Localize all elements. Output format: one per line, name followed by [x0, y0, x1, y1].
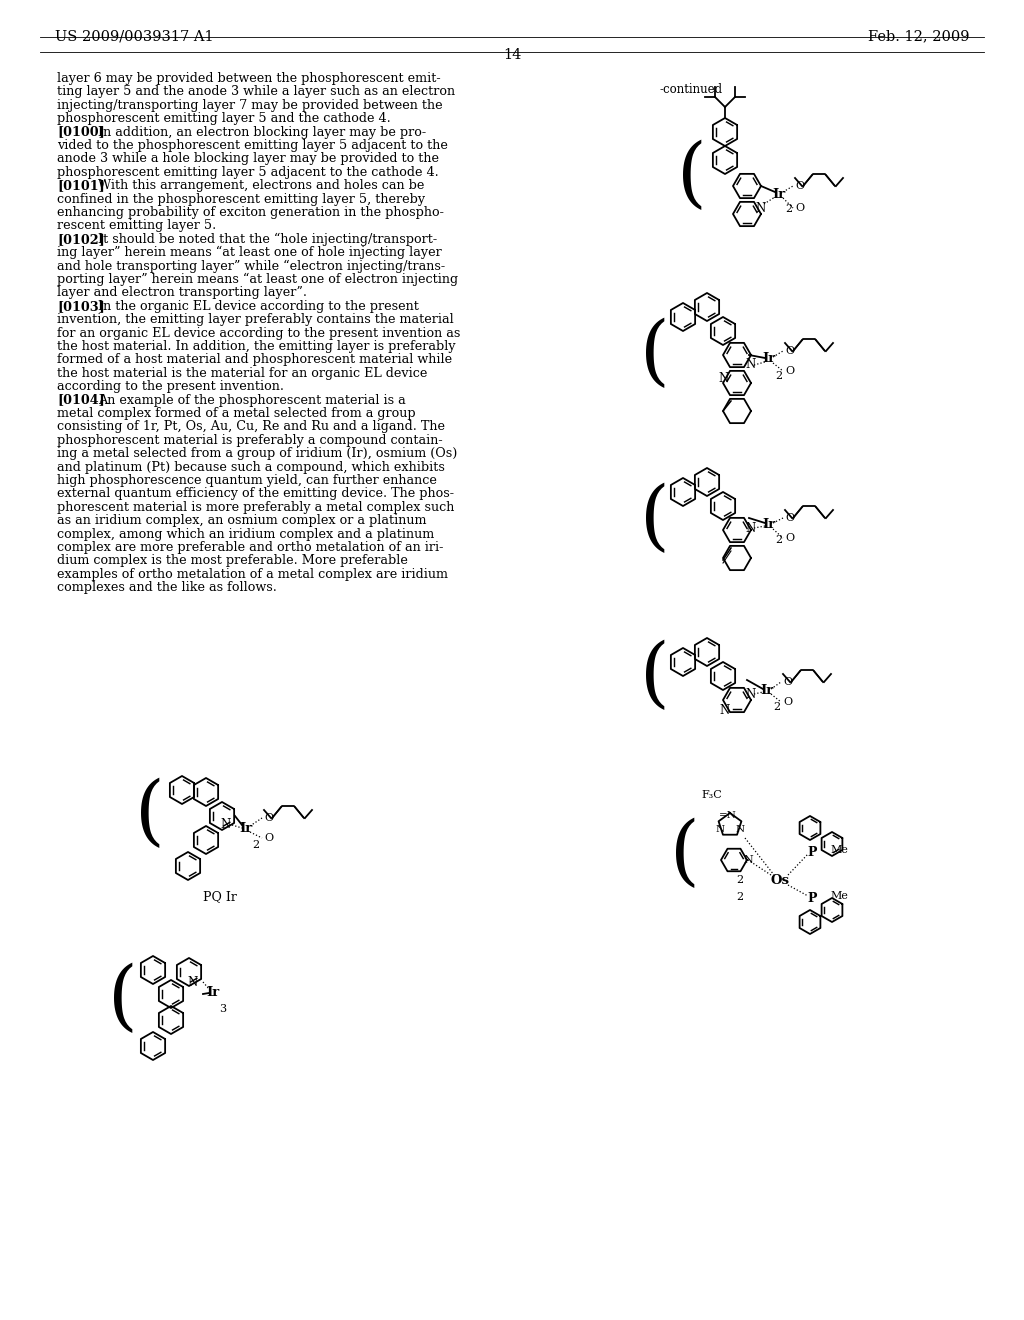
Text: Os: Os: [770, 874, 790, 887]
Text: high phosphorescence quantum yield, can further enhance: high phosphorescence quantum yield, can …: [57, 474, 437, 487]
Text: complex are more preferable and ortho metalation of an iri-: complex are more preferable and ortho me…: [57, 541, 443, 554]
Text: (: (: [640, 640, 670, 714]
Text: O: O: [785, 366, 795, 376]
Text: Ir: Ir: [240, 821, 253, 834]
Text: [0103]: [0103]: [57, 300, 104, 313]
Text: N: N: [745, 688, 756, 701]
Text: N: N: [743, 855, 753, 865]
Text: N: N: [719, 371, 729, 384]
Text: O: O: [795, 181, 804, 191]
Text: formed of a host material and phosphorescent material while: formed of a host material and phosphores…: [57, 354, 453, 367]
Text: N: N: [716, 825, 725, 834]
Text: US 2009/0039317 A1: US 2009/0039317 A1: [55, 29, 214, 44]
Text: O: O: [785, 533, 795, 543]
Text: In addition, an electron blocking layer may be pro-: In addition, an electron blocking layer …: [98, 125, 426, 139]
Text: O: O: [785, 346, 795, 356]
Text: ing a metal selected from a group of iridium (Ir), osmium (Os): ing a metal selected from a group of iri…: [57, 447, 458, 461]
Text: 14: 14: [503, 48, 521, 62]
Text: N: N: [756, 202, 766, 214]
Text: 2: 2: [775, 371, 782, 381]
Text: and hole transporting layer” while “electron injecting/trans-: and hole transporting layer” while “elec…: [57, 260, 445, 273]
Text: as an iridium complex, an osmium complex or a platinum: as an iridium complex, an osmium complex…: [57, 515, 427, 527]
Text: rescent emitting layer 5.: rescent emitting layer 5.: [57, 219, 216, 232]
Text: With this arrangement, electrons and holes can be: With this arrangement, electrons and hol…: [98, 180, 425, 193]
Text: -continued: -continued: [660, 83, 723, 96]
Text: according to the present invention.: according to the present invention.: [57, 380, 284, 393]
Text: N: N: [745, 359, 756, 371]
Text: F₃C: F₃C: [701, 789, 722, 800]
Text: the host material is the material for an organic EL device: the host material is the material for an…: [57, 367, 427, 380]
Text: layer 6 may be provided between the phosphorescent emit-: layer 6 may be provided between the phos…: [57, 73, 440, 84]
Text: enhancing probability of exciton generation in the phospho-: enhancing probability of exciton generat…: [57, 206, 443, 219]
Text: It should be noted that the “hole injecting/transport-: It should be noted that the “hole inject…: [98, 232, 437, 246]
Text: phosphorescent emitting layer 5 adjacent to the cathode 4.: phosphorescent emitting layer 5 adjacent…: [57, 166, 438, 178]
Text: O: O: [795, 203, 804, 213]
Text: N: N: [735, 825, 744, 834]
Text: anode 3 while a hole blocking layer may be provided to the: anode 3 while a hole blocking layer may …: [57, 152, 439, 165]
Text: 2: 2: [736, 875, 743, 884]
Text: for an organic EL device according to the present invention as: for an organic EL device according to th…: [57, 326, 461, 339]
Text: ing layer” herein means “at least one of hole injecting layer: ing layer” herein means “at least one of…: [57, 247, 441, 260]
Text: metal complex formed of a metal selected from a group: metal complex formed of a metal selected…: [57, 407, 416, 420]
Text: ting layer 5 and the anode 3 while a layer such as an electron: ting layer 5 and the anode 3 while a lay…: [57, 86, 455, 99]
Text: dium complex is the most preferable. More preferable: dium complex is the most preferable. Mor…: [57, 554, 408, 568]
Text: Ir: Ir: [761, 684, 773, 697]
Text: 2: 2: [785, 205, 793, 214]
Text: phosphorescent emitting layer 5 and the cathode 4.: phosphorescent emitting layer 5 and the …: [57, 112, 391, 125]
Text: and platinum (Pt) because such a compound, which exhibits: and platinum (Pt) because such a compoun…: [57, 461, 444, 474]
Text: An example of the phosphorescent material is a: An example of the phosphorescent materia…: [98, 393, 407, 407]
Text: (: (: [135, 777, 165, 851]
Text: O: O: [785, 513, 795, 523]
Text: external quantum efficiency of the emitting device. The phos-: external quantum efficiency of the emitt…: [57, 487, 454, 500]
Text: [0104]: [0104]: [57, 393, 104, 407]
Text: examples of ortho metalation of a metal complex are iridium: examples of ortho metalation of a metal …: [57, 568, 449, 581]
Text: N: N: [745, 521, 756, 535]
Text: confined in the phosphorescent emitting layer 5, thereby: confined in the phosphorescent emitting …: [57, 193, 425, 206]
Text: 2: 2: [736, 892, 743, 902]
Text: (: (: [670, 818, 699, 892]
Text: Ir: Ir: [772, 187, 785, 201]
Text: phorescent material is more preferably a metal complex such: phorescent material is more preferably a…: [57, 500, 455, 513]
Text: In the organic EL device according to the present: In the organic EL device according to th…: [98, 300, 419, 313]
Text: Me: Me: [830, 845, 848, 855]
Text: (: (: [640, 483, 670, 557]
Text: N: N: [720, 704, 730, 717]
Text: N: N: [221, 818, 231, 832]
Text: invention, the emitting layer preferably contains the material: invention, the emitting layer preferably…: [57, 313, 454, 326]
Text: the host material. In addition, the emitting layer is preferably: the host material. In addition, the emit…: [57, 341, 456, 352]
Text: phosphorescent material is preferably a compound contain-: phosphorescent material is preferably a …: [57, 434, 442, 446]
Text: P: P: [807, 891, 817, 904]
Text: O: O: [783, 697, 793, 708]
Text: O: O: [264, 833, 273, 843]
Text: [0101]: [0101]: [57, 180, 104, 193]
Text: 3: 3: [219, 1005, 226, 1014]
Text: 2: 2: [773, 702, 780, 711]
Text: injecting/transporting layer 7 may be provided between the: injecting/transporting layer 7 may be pr…: [57, 99, 442, 112]
Text: Ir: Ir: [763, 352, 775, 366]
Text: porting layer” herein means “at least one of electron injecting: porting layer” herein means “at least on…: [57, 273, 458, 286]
Text: Ir: Ir: [763, 517, 775, 531]
Text: [0102]: [0102]: [57, 232, 104, 246]
Text: P: P: [807, 846, 817, 858]
Text: complexes and the like as follows.: complexes and the like as follows.: [57, 581, 276, 594]
Text: Me: Me: [830, 891, 848, 902]
Text: Feb. 12, 2009: Feb. 12, 2009: [867, 29, 969, 44]
Text: layer and electron transporting layer”.: layer and electron transporting layer”.: [57, 286, 307, 300]
Text: 2: 2: [252, 840, 259, 850]
Text: Ir: Ir: [207, 986, 219, 998]
Text: (: (: [640, 318, 670, 392]
Text: N: N: [187, 975, 198, 989]
Text: consisting of 1r, Pt, Os, Au, Cu, Re and Ru and a ligand. The: consisting of 1r, Pt, Os, Au, Cu, Re and…: [57, 420, 445, 433]
Text: PQ Ir: PQ Ir: [203, 890, 237, 903]
Text: (: (: [677, 140, 707, 214]
Text: =N: =N: [719, 810, 737, 820]
Text: 2: 2: [775, 535, 782, 545]
Text: vided to the phosphorescent emitting layer 5 adjacent to the: vided to the phosphorescent emitting lay…: [57, 139, 447, 152]
Text: (: (: [109, 964, 138, 1038]
Text: [0100]: [0100]: [57, 125, 104, 139]
Text: O: O: [783, 677, 793, 686]
Text: complex, among which an iridium complex and a platinum: complex, among which an iridium complex …: [57, 528, 434, 541]
Text: O: O: [264, 813, 273, 822]
